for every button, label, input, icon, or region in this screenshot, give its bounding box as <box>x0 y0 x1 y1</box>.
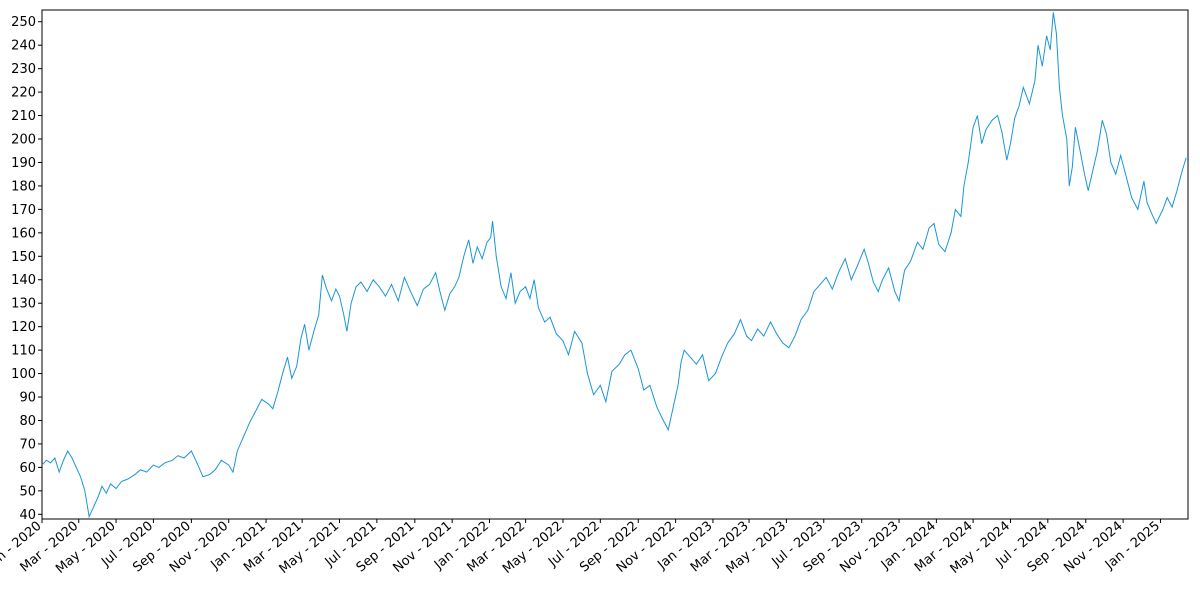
y-tick-label: 80 <box>19 414 36 429</box>
y-tick-label: 110 <box>11 344 36 359</box>
series-line <box>41 12 1187 519</box>
y-tick-label: 140 <box>11 273 36 288</box>
y-tick-label: 120 <box>11 320 36 335</box>
y-tick-label: 70 <box>19 437 36 452</box>
y-tick-label: 40 <box>19 508 36 523</box>
y-tick-label: 100 <box>11 367 36 382</box>
y-tick-label: 220 <box>11 86 36 101</box>
y-tick-label: 160 <box>11 226 36 241</box>
y-tick-label: 180 <box>11 179 36 194</box>
y-tick-label: 200 <box>11 133 36 148</box>
y-tick-label: 230 <box>11 62 36 77</box>
y-tick-label: 240 <box>11 39 36 54</box>
y-tick-label: 190 <box>11 156 36 171</box>
y-tick-label: 150 <box>11 250 36 265</box>
y-tick-label: 60 <box>19 461 36 476</box>
y-tick-label: 130 <box>11 297 36 312</box>
plot-area: 40 50 60 70 80 90 100 110 120 130 140 150 160 170 180 1… <box>0 9 1189 577</box>
y-tick-label: 90 <box>19 391 36 406</box>
plot-frame <box>41 9 1189 520</box>
y-tick-label: 210 <box>11 109 36 124</box>
y-tick-label: 250 <box>11 15 36 30</box>
y-tick-label: 170 <box>11 203 36 218</box>
y-tick-label: 50 <box>19 484 36 499</box>
y-axis: 40 50 60 70 80 90 100 110 120 130 140 150 160 170 180 1… <box>11 15 42 523</box>
